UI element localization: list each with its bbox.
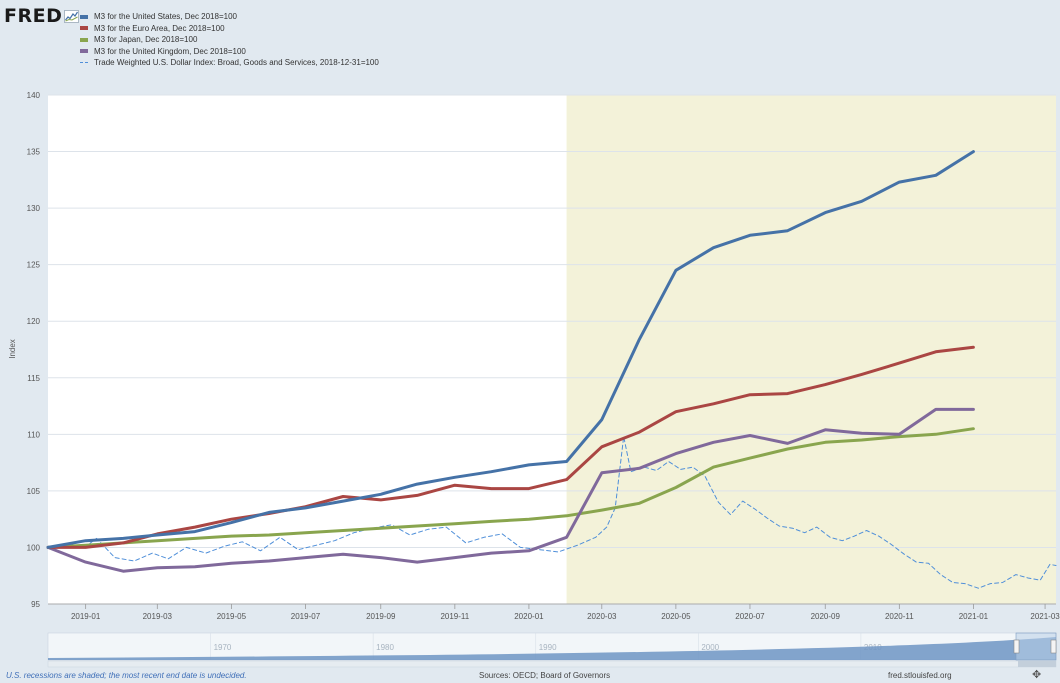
y-tick-label: 95	[31, 600, 40, 609]
footer: U.S. recessions are shaded; the most rec…	[0, 669, 1060, 683]
x-tick-label: 2020-05	[661, 612, 691, 621]
navigator-year-label: 2000	[701, 643, 719, 652]
navigator-year-label: 1970	[214, 643, 232, 652]
x-tick-label: 2019-05	[217, 612, 247, 621]
legend-label-dollar-index: Trade Weighted U.S. Dollar Index: Broad,…	[94, 58, 379, 67]
legend-item-euro-area[interactable]: M3 for the Euro Area, Dec 2018=100	[80, 23, 379, 35]
axes: 95 100 105 110 115 120 125 130 135 140 2019-01 2019…	[27, 91, 1060, 621]
y-tick-label: 120	[27, 317, 41, 326]
series	[46, 150, 1057, 589]
expand-arrows-icon[interactable]: ✥	[1032, 669, 1042, 681]
x-tick-label: 2019-09	[366, 612, 396, 621]
series-line-1	[46, 345, 975, 549]
series-line-2	[46, 427, 975, 549]
x-tick-label: 2019-11	[440, 612, 469, 621]
recession-shading	[566, 95, 1056, 604]
navigator-scrollbar-thumb	[1018, 661, 1056, 667]
y-tick-label: 115	[27, 374, 40, 383]
range-navigator[interactable]: 19701980199020002010	[47, 632, 1057, 668]
y-tick-label: 105	[27, 487, 41, 496]
legend-item-us[interactable]: M3 for the United States, Dec 2018=100	[80, 11, 379, 23]
x-tick-label: 2020-07	[735, 612, 765, 621]
x-tick-label: 2021-01	[959, 612, 989, 621]
x-tick-label: 2021-03	[1030, 612, 1060, 621]
navigator-area	[48, 637, 1056, 660]
x-tick-label: 2020-09	[811, 612, 841, 621]
x-tick-label: 2020-01	[514, 612, 544, 621]
y-tick-label: 125	[27, 261, 41, 270]
legend-label-japan: M3 for Japan, Dec 2018=100	[94, 35, 198, 44]
x-tick-label: 2019-03	[143, 612, 173, 621]
series-line-0	[46, 150, 975, 549]
legend-label-euro-area: M3 for the Euro Area, Dec 2018=100	[94, 23, 225, 33]
y-tick-label: 140	[27, 91, 41, 100]
series-line-3	[46, 407, 975, 573]
fred-logo[interactable]: FRED	[4, 5, 80, 27]
navigator-selection	[1015, 632, 1057, 661]
legend-swatch-euro-area	[80, 26, 88, 31]
legend-swatch-japan	[80, 37, 88, 42]
x-tick-label: 2020-03	[587, 612, 617, 621]
fred-url-link[interactable]: fred.stlouisfed.org	[888, 671, 952, 680]
legend-label-us: M3 for the United States, Dec 2018=100	[94, 12, 237, 21]
legend-item-uk[interactable]: M3 for the United Kingdom, Dec 2018=100	[80, 46, 379, 58]
y-tick-label: 110	[27, 430, 40, 439]
chart-legend: M3 for the United States, Dec 2018=100 M…	[80, 11, 379, 69]
legend-swatch-dollar-index	[80, 62, 88, 64]
series-line-4	[83, 436, 1057, 589]
x-tick-label: 2019-01	[71, 612, 101, 621]
y-tick-label: 135	[27, 148, 41, 157]
legend-item-dollar-index[interactable]: Trade Weighted U.S. Dollar Index: Broad,…	[80, 57, 379, 69]
recession-note: U.S. recessions are shaded; the most rec…	[6, 671, 247, 680]
navigator-handle-left	[1013, 639, 1020, 654]
navigator-handle-right	[1050, 639, 1057, 654]
navigator-year-label: 1990	[539, 643, 557, 652]
legend-swatch-us	[80, 14, 88, 19]
x-tick-label: 2020-11	[885, 612, 914, 621]
sources-text: Sources: OECD; Board of Governors	[479, 671, 611, 680]
legend-label-uk: M3 for the United Kingdom, Dec 2018=100	[94, 46, 246, 56]
y-axis-label: Index	[8, 339, 17, 359]
y-tick-label: 100	[27, 543, 41, 552]
fred-logo-text: FRED	[4, 5, 63, 27]
legend-item-japan[interactable]: M3 for Japan, Dec 2018=100	[80, 34, 379, 46]
fred-line-graph-icon	[64, 9, 80, 23]
navigator-scrollbar	[47, 660, 1057, 668]
x-tick-label: 2019-07	[291, 612, 321, 621]
recession-band	[566, 95, 1056, 604]
legend-swatch-uk	[80, 49, 88, 54]
navigator-year-label: 1980	[376, 643, 394, 652]
y-tick-label: 130	[27, 204, 41, 213]
